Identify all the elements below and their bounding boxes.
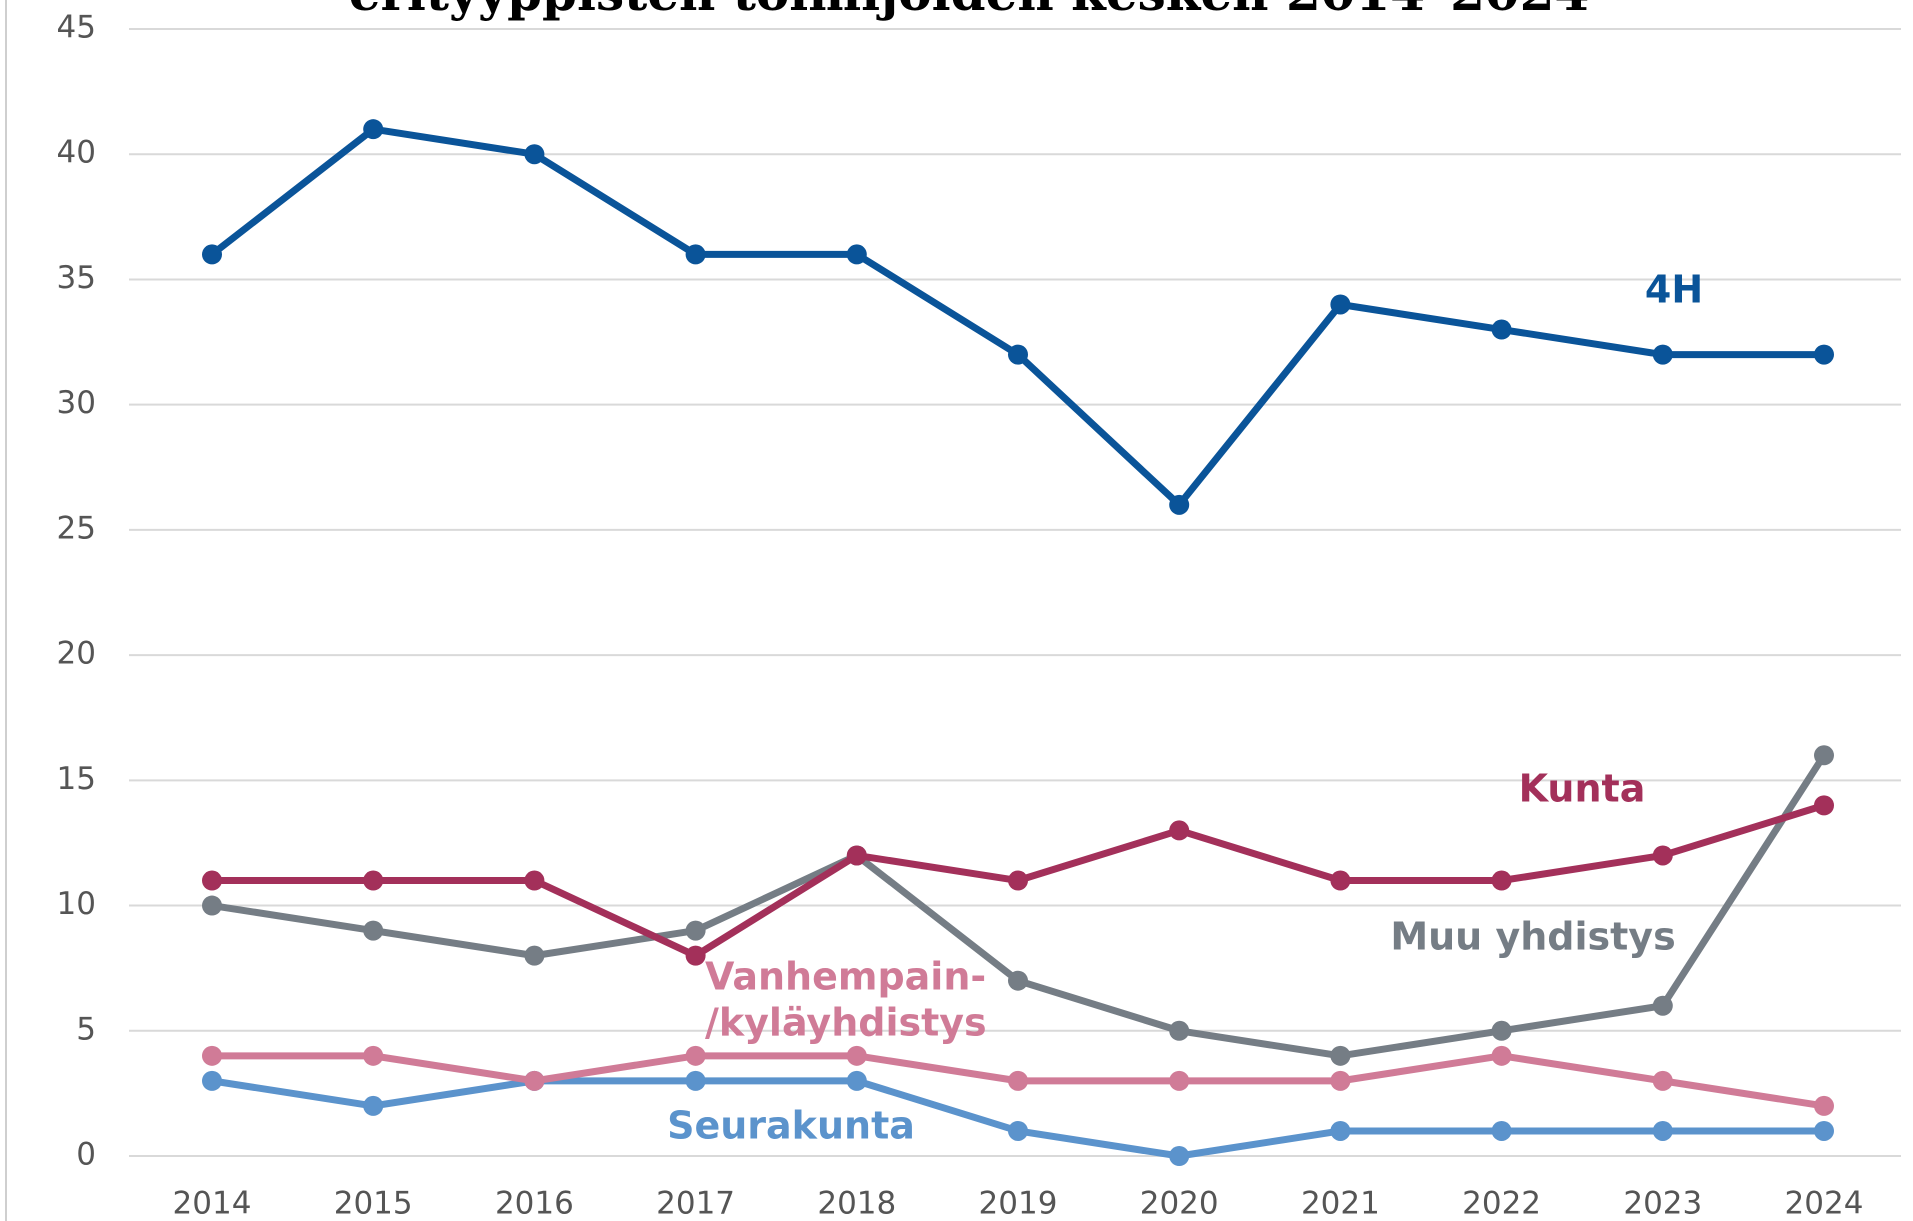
data-point [846, 244, 867, 265]
y-tick-label: 10 [57, 886, 96, 922]
data-point [846, 1070, 867, 1091]
data-point [1008, 1070, 1028, 1091]
data-point [846, 1045, 867, 1066]
series-label: Kunta [1519, 767, 1646, 811]
data-point [524, 870, 545, 891]
data-point [685, 244, 706, 265]
data-point [1330, 1070, 1351, 1091]
x-tick-label: 2016 [495, 1186, 574, 1221]
x-tick-label: 2015 [334, 1186, 413, 1221]
data-point [1008, 970, 1028, 991]
x-tick-label: 2020 [1140, 1186, 1219, 1221]
data-point [1169, 1146, 1190, 1166]
data-point [685, 1070, 706, 1091]
data-point [1169, 820, 1190, 841]
data-point [363, 1095, 384, 1116]
data-point [1814, 1095, 1834, 1116]
data-point [1169, 494, 1190, 515]
data-point [1652, 845, 1673, 866]
x-tick-label: 2024 [1785, 1186, 1864, 1221]
x-tick-label: 2021 [1301, 1186, 1380, 1221]
data-point [1491, 1045, 1512, 1066]
y-tick-label: 40 [57, 135, 96, 171]
series-line [211, 1077, 1824, 1160]
data-point [1008, 870, 1028, 891]
data-point [1008, 1120, 1028, 1141]
data-point [202, 895, 222, 916]
data-point [1330, 1045, 1351, 1066]
x-tick-label: 2017 [656, 1186, 735, 1221]
data-point [1491, 1120, 1512, 1141]
data-point [1814, 745, 1834, 766]
data-point [363, 1045, 384, 1066]
data-point [685, 1045, 706, 1066]
data-point [363, 870, 384, 891]
data-point [202, 870, 222, 891]
data-point [1814, 795, 1834, 816]
series-label: 4H [1645, 268, 1703, 312]
series-label: Vanhempain- [705, 955, 986, 999]
data-point [1491, 870, 1512, 891]
data-point [363, 119, 384, 140]
data-point [1491, 1020, 1512, 1041]
data-point [1814, 344, 1834, 365]
y-tick-label: 25 [57, 510, 96, 546]
x-tick-label: 2014 [173, 1186, 252, 1221]
data-point [1330, 870, 1351, 891]
data-point [1652, 344, 1673, 365]
series-line [209, 125, 1824, 509]
series-label: /kyläyhdistys [705, 1001, 987, 1045]
y-tick-label: 0 [76, 1137, 96, 1173]
data-point [1491, 319, 1512, 340]
data-point [1814, 1120, 1834, 1141]
data-point [1652, 1070, 1673, 1091]
y-tick-label: 5 [76, 1011, 96, 1047]
chart-title: erityyppisten toimijoiden kesken 2014–20… [349, 0, 1590, 22]
series-label: Muu yhdistys [1390, 915, 1675, 959]
data-point [1330, 1120, 1351, 1141]
data-point [524, 945, 545, 966]
data-point [1652, 1120, 1673, 1141]
y-tick-label: 30 [57, 385, 96, 421]
data-point [363, 920, 384, 941]
data-point [524, 1070, 545, 1091]
data-point [1652, 995, 1673, 1016]
data-point [685, 920, 706, 941]
y-tick-label: 20 [57, 636, 96, 672]
data-point [524, 144, 545, 165]
data-point [1008, 344, 1028, 365]
data-point [1330, 294, 1351, 315]
x-tick-label: 2022 [1462, 1186, 1541, 1221]
data-point [1169, 1020, 1190, 1041]
x-tick-label: 2023 [1623, 1186, 1702, 1221]
y-tick-label: 35 [57, 260, 96, 296]
data-point [202, 1070, 222, 1091]
y-tick-label: 45 [57, 10, 96, 46]
y-tick-label: 15 [57, 761, 96, 797]
x-tick-label: 2019 [979, 1186, 1058, 1221]
data-point [202, 1045, 222, 1066]
data-point [685, 945, 706, 966]
data-point [846, 845, 867, 866]
data-point [1169, 1070, 1190, 1091]
series-label: Seurakunta [667, 1104, 915, 1148]
data-point [202, 244, 222, 265]
x-tick-label: 2018 [817, 1186, 896, 1221]
